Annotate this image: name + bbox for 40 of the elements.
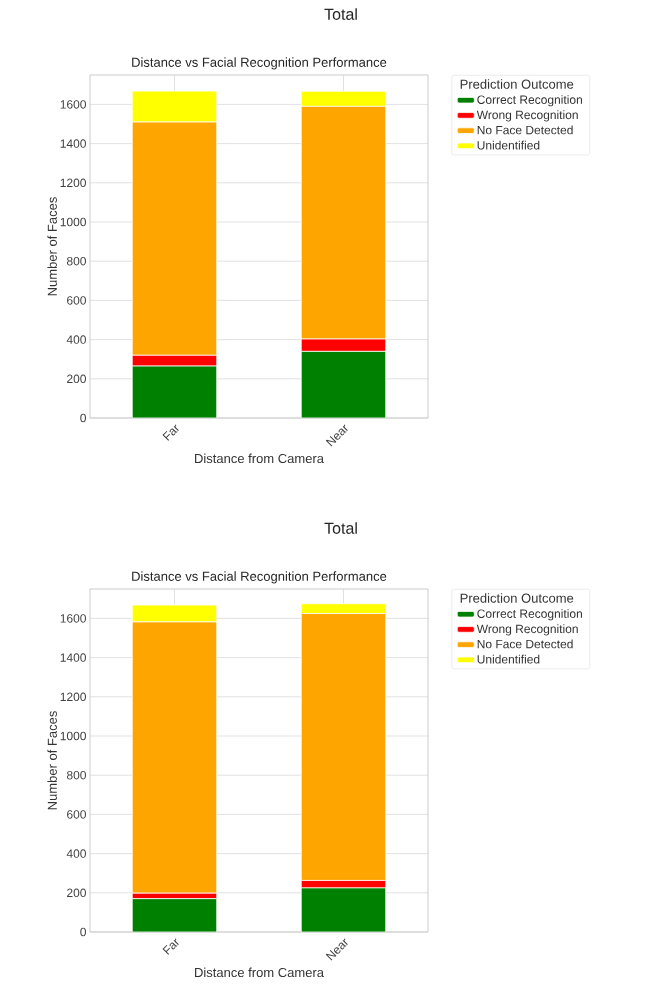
legend-title: Prediction Outcome bbox=[460, 593, 574, 603]
y-tick-label: 400 bbox=[66, 849, 86, 858]
y-axis-title: Number of Faces bbox=[47, 197, 57, 296]
y-tick-label: 1200 bbox=[60, 178, 86, 188]
legend-label: Correct Recognition bbox=[477, 609, 582, 621]
y-tick-label: 0 bbox=[80, 927, 86, 937]
x-axis-title: Distance from Camera bbox=[195, 967, 324, 978]
x-tick-label: Far bbox=[162, 424, 179, 441]
legend-title: Prediction Outcome bbox=[460, 79, 574, 89]
y-axis-title: Number of Faces bbox=[47, 711, 57, 810]
legend-label: No Face Detected bbox=[477, 639, 573, 649]
y-tick-label: 1600 bbox=[60, 100, 86, 109]
y-tick-label: 1000 bbox=[60, 731, 86, 741]
y-tick-label: 400 bbox=[66, 335, 86, 344]
legend-label: Unidentified bbox=[477, 140, 540, 150]
y-tick-label: 600 bbox=[67, 296, 86, 305]
y-tick-label: 0 bbox=[80, 413, 86, 423]
y-tick-label: 1600 bbox=[60, 614, 86, 623]
y-tick-label: 1400 bbox=[60, 653, 86, 662]
y-tick-label: 200 bbox=[67, 888, 86, 898]
y-tick-label: 1400 bbox=[60, 139, 86, 148]
y-tick-label: 800 bbox=[66, 256, 86, 266]
legend-label: Unidentified bbox=[477, 654, 540, 664]
y-tick-label: 600 bbox=[67, 810, 86, 819]
legend-label: Correct Recognition bbox=[477, 95, 582, 107]
chart-title: Total bbox=[324, 522, 357, 534]
chart-subtitle: Distance vs Facial Recognition Performance bbox=[132, 57, 387, 70]
x-tick-label: Far bbox=[162, 938, 179, 955]
legend-label: No Face Detected bbox=[477, 125, 573, 135]
y-tick-label: 1000 bbox=[60, 217, 86, 227]
bar bbox=[300, 350, 387, 419]
legend-label: Wrong Recognition bbox=[476, 110, 578, 122]
y-tick-label: 800 bbox=[66, 770, 86, 780]
legend-label: Wrong Recognition bbox=[476, 624, 578, 636]
x-axis-title: Distance from Camera bbox=[195, 453, 324, 464]
y-tick-label: 200 bbox=[67, 374, 86, 384]
chart-subtitle: Distance vs Facial Recognition Performance bbox=[132, 571, 387, 584]
chart-title: Total bbox=[324, 8, 357, 20]
bar bbox=[131, 365, 218, 419]
y-tick-label: 1200 bbox=[60, 692, 86, 702]
